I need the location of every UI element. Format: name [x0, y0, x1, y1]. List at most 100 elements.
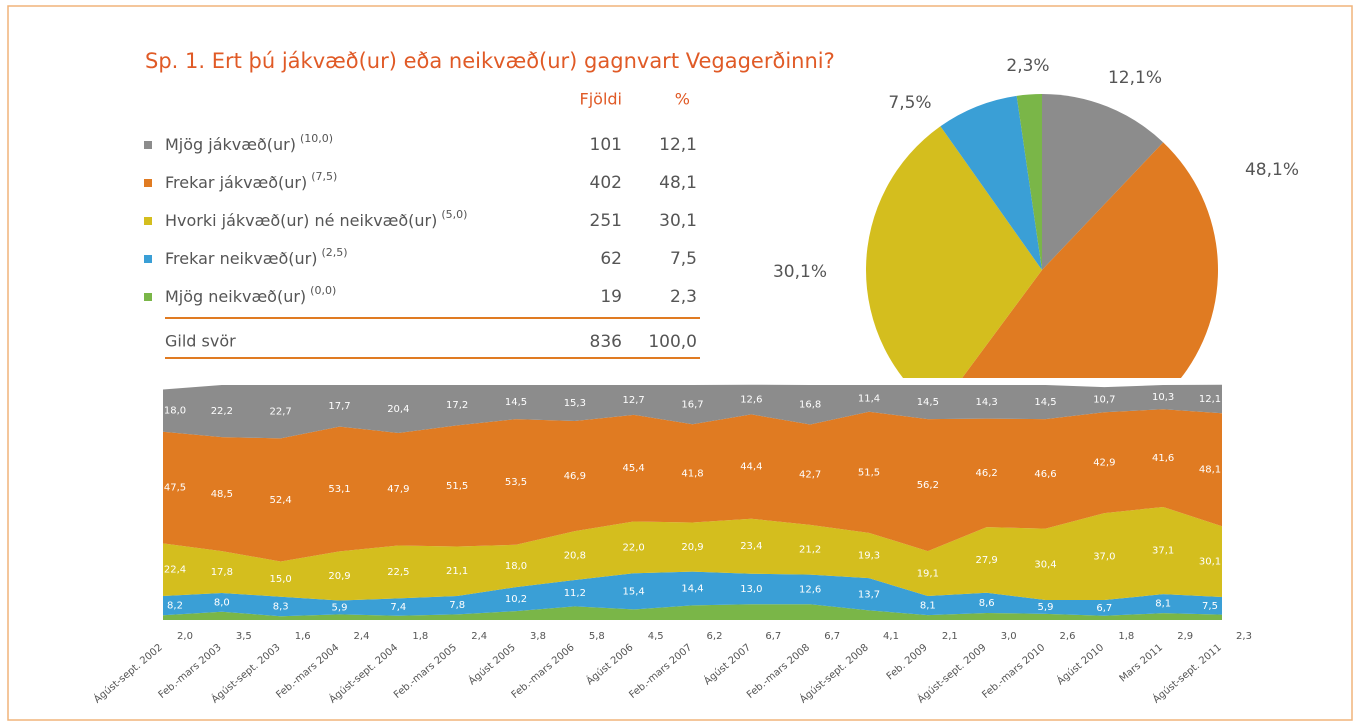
pie-label: 12,1%: [1108, 68, 1162, 88]
value-label: 37,1: [1152, 546, 1174, 557]
count: 101: [590, 135, 622, 155]
value-label: 45,4: [623, 463, 645, 474]
percent: 12,1: [659, 135, 697, 155]
value-label: 5,8: [589, 631, 605, 642]
value-label: 48,5: [211, 489, 233, 500]
percent: 48,1: [659, 173, 697, 193]
row-label: Frekar neikvæð(ur) (2,5): [165, 246, 348, 268]
value-label: 52,4: [270, 495, 292, 506]
legend-swatch: [144, 293, 152, 301]
x-tick-label: Ágúst-sept. 2002: [91, 641, 165, 706]
value-label: 3,8: [530, 631, 546, 642]
value-label: 16,8: [799, 400, 821, 411]
value-label: 23,4: [740, 541, 762, 552]
count: 251: [590, 211, 622, 231]
value-label: 10,3: [1152, 392, 1174, 403]
value-label: 46,2: [976, 468, 998, 479]
value-label: 13,0: [740, 584, 762, 595]
row-label: Frekar jákvæð(ur) (7,5): [165, 170, 337, 192]
row-label: Mjög neikvæð(ur) (0,0): [165, 284, 336, 306]
x-tick-label: Ágúst 2007: [701, 641, 753, 688]
value-label: 8,1: [920, 601, 936, 612]
value-label: 14,5: [505, 397, 527, 408]
label: Mjög neikvæð(ur): [165, 287, 306, 306]
value-label: 7,4: [390, 602, 406, 613]
value-label: 12,1: [1199, 394, 1221, 405]
value-label: 1,6: [295, 631, 311, 642]
value-label: 42,9: [1093, 458, 1115, 469]
note: (5,0): [441, 208, 467, 221]
pie-slice: [1042, 94, 1164, 270]
value-label: 2,1: [942, 631, 958, 642]
pie-slice: [1016, 94, 1042, 270]
area: [163, 409, 1222, 562]
value-label: 15,3: [564, 398, 586, 409]
value-label: 20,9: [681, 542, 703, 553]
value-label: 42,7: [799, 470, 821, 481]
value-label: 8,3: [273, 601, 289, 612]
x-tick-label: Feb.-mars 2003: [157, 642, 224, 701]
value-label: 7,8: [449, 600, 465, 611]
label: Frekar jákvæð(ur): [165, 173, 307, 192]
value-label: 41,8: [681, 468, 703, 479]
header: %: [675, 90, 690, 109]
value-label: 22,0: [623, 542, 645, 553]
value-label: 17,8: [211, 567, 233, 578]
value-label: 4,5: [648, 631, 664, 642]
value-label: 4,1: [883, 631, 899, 642]
value-label: 30,4: [1034, 559, 1056, 570]
pie-label: 30,1%: [773, 262, 827, 282]
pie-slice: [866, 126, 1042, 378]
area: [163, 571, 1222, 617]
x-tick-label: Feb.-mars 2006: [510, 642, 577, 701]
value-label: 10,2: [505, 594, 527, 605]
value-label: 17,2: [446, 400, 468, 411]
value-label: 2,0: [177, 631, 193, 642]
area: [163, 384, 1222, 439]
x-tick-label: Feb.-mars 2007: [627, 642, 694, 701]
value-label: 20,9: [328, 571, 350, 582]
value-label: 53,1: [328, 484, 350, 495]
value-label: 19,3: [858, 550, 880, 561]
value-label: 47,5: [164, 483, 186, 494]
legend-swatch: [144, 217, 152, 225]
legend-swatch: [144, 141, 152, 149]
x-tick-label: Ágúst 2006: [583, 641, 635, 688]
value-label: 22,4: [164, 565, 186, 576]
value-label: 18,0: [164, 406, 186, 417]
value-label: 22,2: [211, 406, 233, 417]
value-label: 19,1: [917, 569, 939, 580]
legend-swatch: [144, 255, 152, 263]
title: Sp. 1. Ert þú jákvæð(ur) eða neikvæð(ur)…: [145, 49, 835, 73]
value-label: 6,7: [1096, 603, 1112, 614]
value-label: 20,4: [387, 404, 409, 415]
total-percent: 100,0: [648, 332, 697, 352]
value-label: 14,3: [976, 397, 998, 408]
percent: 30,1: [659, 211, 697, 231]
value-label: 8,1: [1155, 599, 1171, 610]
value-label: 8,6: [979, 598, 995, 609]
x-tick-label: Feb.-mars 2004: [274, 642, 341, 701]
note: (7,5): [311, 170, 337, 183]
count: 402: [590, 173, 622, 193]
value-label: 6,7: [824, 631, 840, 642]
value-label: 20,8: [564, 551, 586, 562]
pie-slice: [962, 142, 1218, 378]
value-label: 44,4: [740, 462, 762, 473]
value-label: 51,5: [858, 467, 880, 478]
value-label: 48,1: [1199, 465, 1221, 476]
value-label: 10,7: [1093, 395, 1115, 406]
note: (0,0): [310, 284, 336, 297]
value-label: 12,6: [799, 584, 821, 595]
value-label: 30,1: [1199, 557, 1221, 568]
pie-label: 48,1%: [1245, 160, 1299, 180]
value-label: 13,7: [858, 589, 880, 600]
value-label: 17,7: [328, 401, 350, 412]
value-label: 15,0: [270, 574, 292, 585]
value-label: 22,7: [270, 407, 292, 418]
count: 62: [600, 249, 622, 269]
total-label: Gild svör: [165, 332, 236, 351]
value-label: 2,9: [1177, 631, 1193, 642]
pie-label: 7,5%: [888, 93, 931, 113]
value-label: 11,2: [564, 588, 586, 599]
